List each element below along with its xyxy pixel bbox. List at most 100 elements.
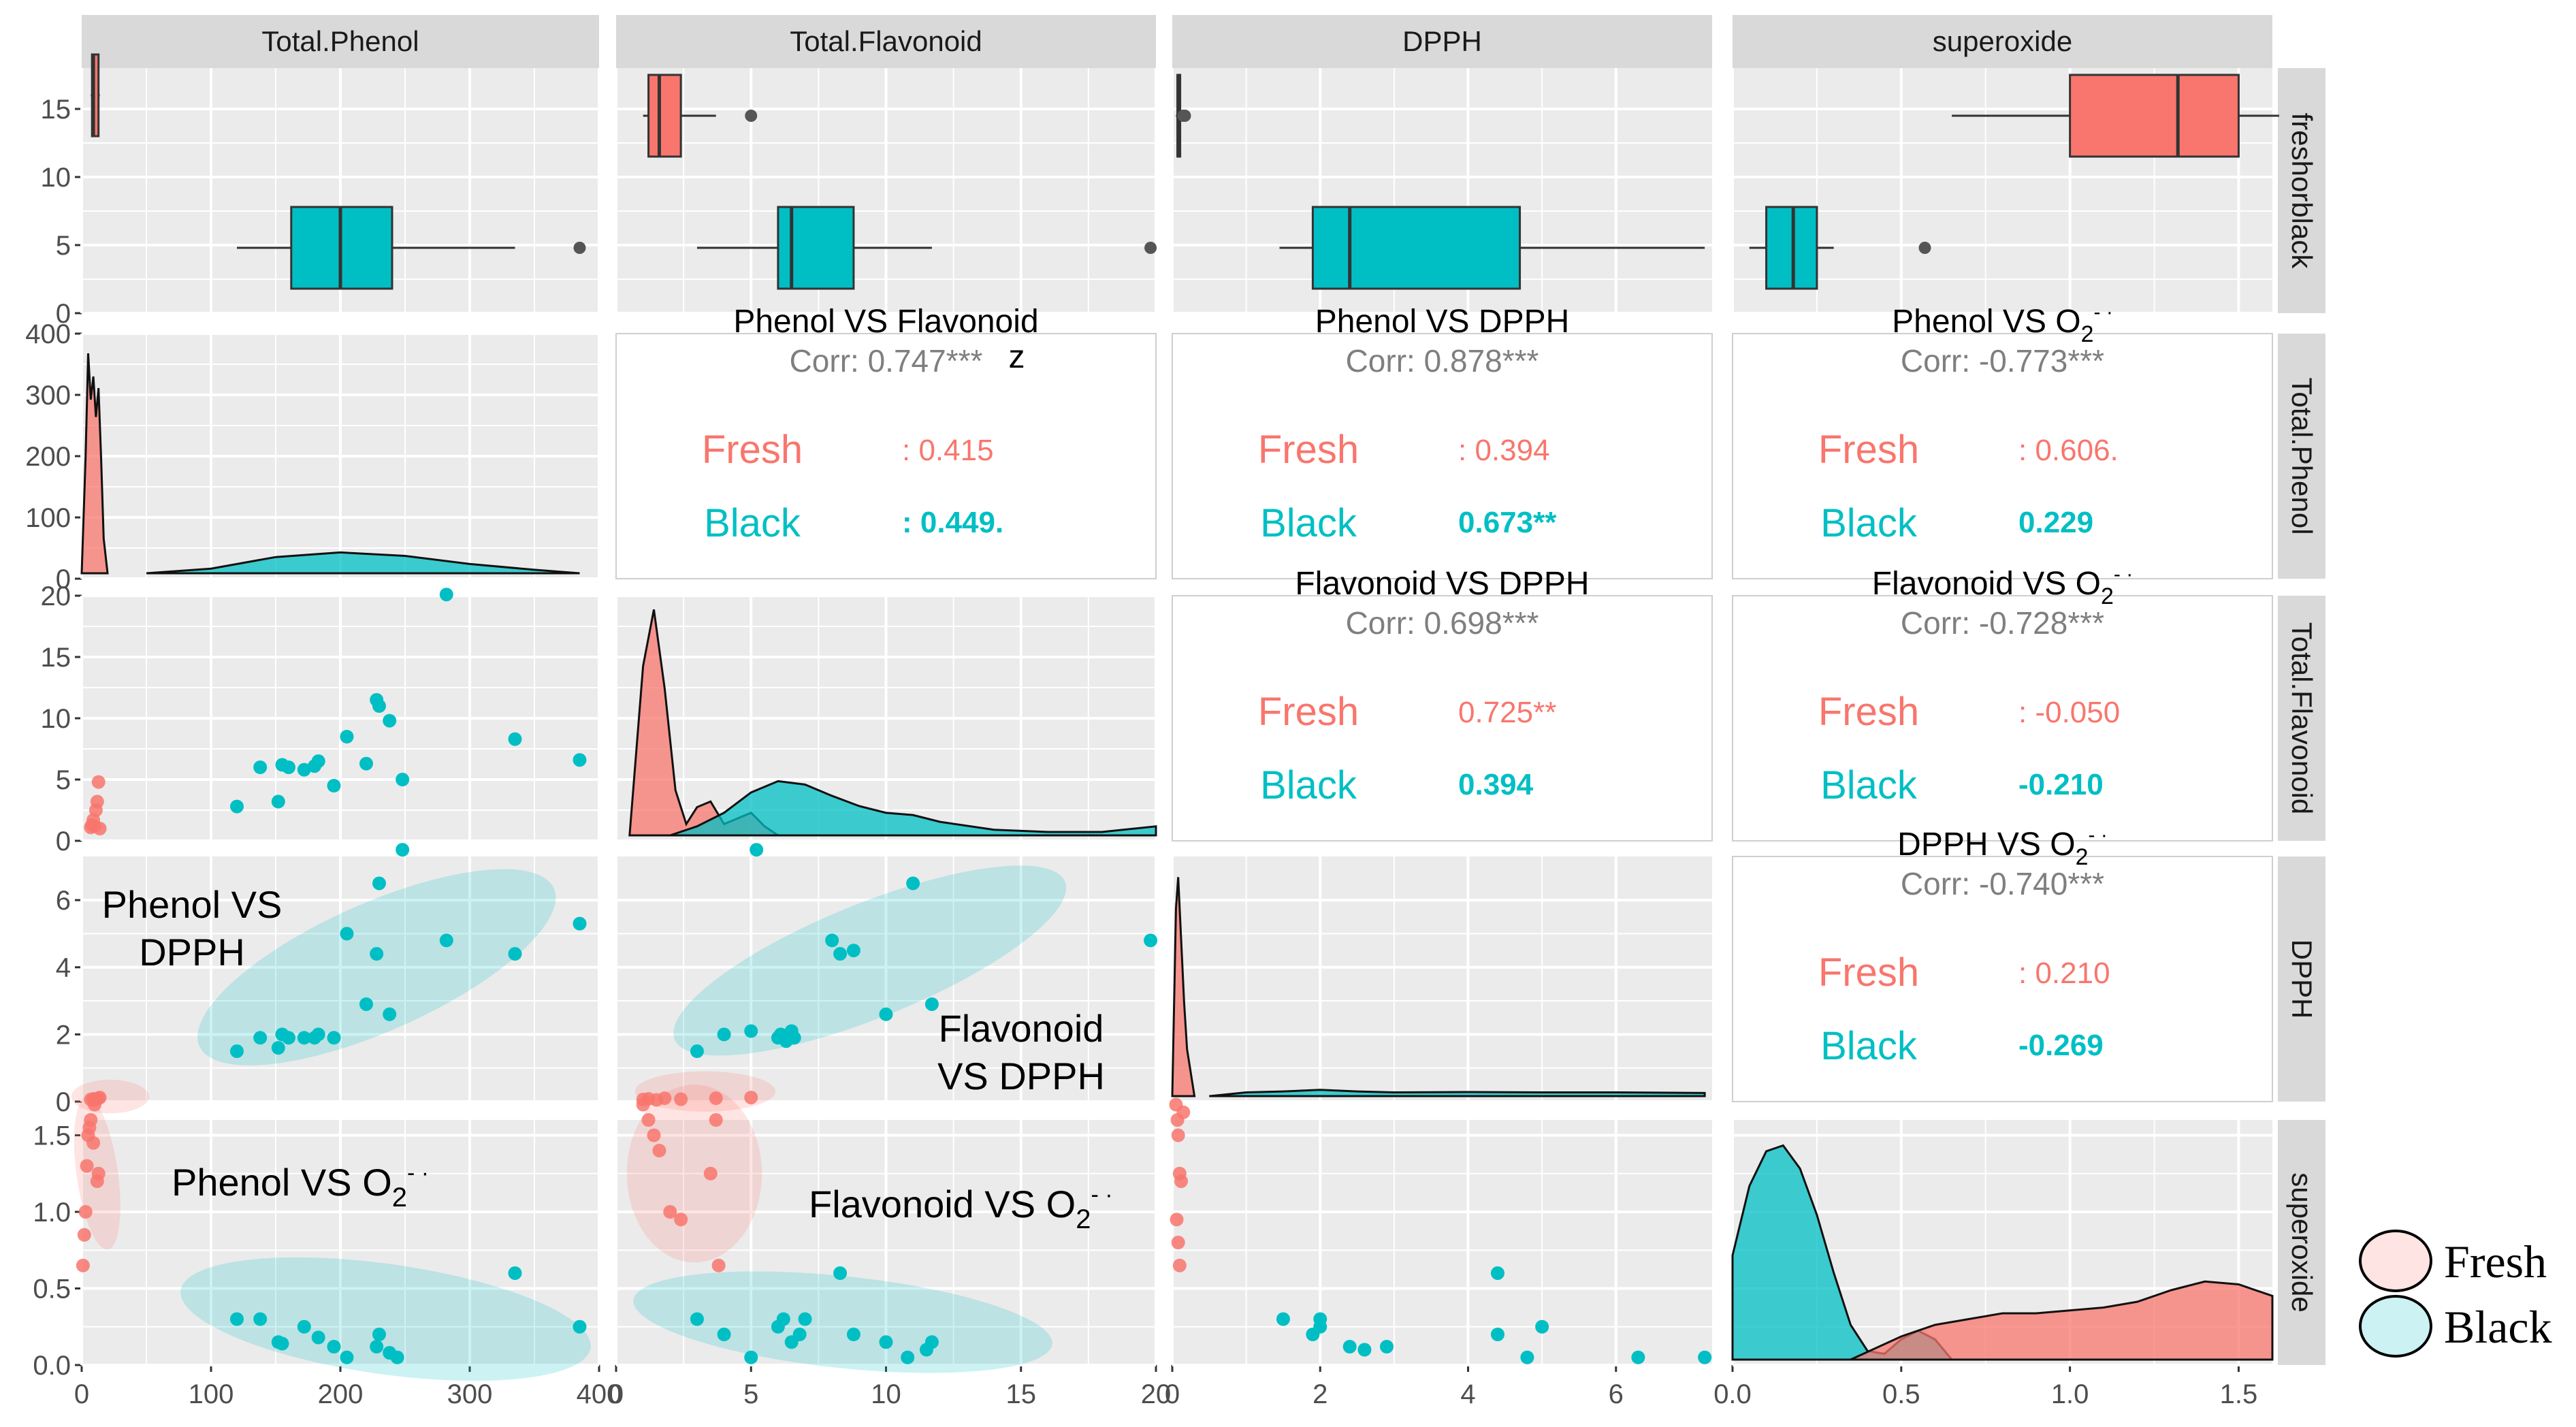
boxplot-fresh-superoxide [1952, 74, 2279, 158]
scatter-point-black [311, 1027, 325, 1042]
corr-black-value: -0.269 [2018, 1029, 2104, 1062]
scatter-point-fresh [641, 1113, 656, 1127]
scatter-point-black [833, 1266, 848, 1280]
scatter-point-black [879, 1335, 893, 1349]
x-tick-label: 0.5 [1882, 1379, 1920, 1409]
corr-black-value: -0.210 [2018, 768, 2104, 801]
corr-fresh-label: Fresh [1818, 428, 1919, 472]
row-strip-label: superoxide [2286, 1172, 2318, 1312]
scatter-point-black [383, 1007, 397, 1021]
scatter-point-black [230, 1312, 244, 1326]
panel-Total.Flavonoid-vs-Total.Phenol [80, 594, 600, 842]
scatter-point-black [327, 1031, 341, 1045]
scatter-point-black [1520, 1350, 1534, 1364]
x-tick-label: 1.5 [2220, 1379, 2258, 1409]
scatter-point-black [573, 916, 587, 931]
scatter-point-black [508, 947, 522, 961]
scatter-point-fresh [703, 1166, 718, 1181]
scatter-point-black [383, 714, 397, 728]
annotation-phenol-dpph: Phenol VS [102, 883, 283, 926]
scatter-point-black [1698, 1350, 1712, 1364]
scatter-point-black [340, 927, 354, 941]
panel-superoxide-vs-Total.Phenol [80, 1120, 600, 1366]
scatter-point-black [776, 1312, 790, 1326]
ellipse-black [197, 869, 556, 1065]
annotation-superscript: - · [1091, 1182, 1112, 1208]
scatter-point-fresh [78, 1205, 93, 1219]
y-tick-label: 6 [56, 886, 71, 916]
scatter-point-fresh [93, 822, 107, 835]
scatter-point-black [253, 1312, 268, 1326]
density-black-Total.Phenol [146, 551, 580, 575]
boxplot-box [777, 206, 855, 290]
scatter-point-black [253, 1031, 268, 1045]
scatter-point-black [750, 843, 764, 857]
annotation-main: Flavonoid VS O [809, 1183, 1076, 1225]
panel-freshorblack-vs-Total.Flavonoid [615, 68, 1157, 315]
corr-title-subscript: 2 [2081, 321, 2094, 347]
column-strip [1172, 15, 1712, 68]
y-tick-label: 15 [41, 95, 71, 125]
scatter-point-black [924, 997, 939, 1011]
scatter-point-fresh [652, 1144, 666, 1157]
corr-panel-background [1172, 595, 1713, 841]
panel-DPPH-vs-superoxide [1732, 856, 2273, 1102]
corr-black-label: Black [1820, 1024, 1918, 1068]
scatter-point-black [1313, 1312, 1327, 1326]
scatter-point-black [717, 1328, 731, 1341]
scatter-point-fresh [80, 1159, 94, 1173]
scatter-point-black [230, 799, 244, 814]
corr-fresh-label: Fresh [1258, 428, 1359, 472]
scatter-point-black [253, 760, 268, 774]
scatter-point-black [327, 779, 341, 792]
corr-black-value: : 0.449. [902, 506, 1003, 539]
scatter-point-black [508, 1266, 522, 1280]
corr-value: Corr: 0.878*** [1346, 343, 1539, 379]
boxplot-fresh-DPPH [1176, 74, 1191, 158]
legend-label-fresh: Fresh [2444, 1236, 2547, 1287]
annotation-flavonoid-dpph: VS DPPH [937, 1055, 1105, 1097]
y-tick-label: 10 [41, 704, 71, 734]
scatter-point-black [327, 1340, 341, 1353]
corr-extra-mark: z [1009, 339, 1025, 375]
scatter-point-black [846, 1328, 860, 1341]
corr-fresh-label: Fresh [702, 428, 803, 472]
scatter-point-black [359, 756, 373, 771]
scatter-point-fresh [86, 1136, 101, 1150]
y-tick-label: 2 [56, 1020, 71, 1050]
boxplot-box [1311, 206, 1522, 290]
scatter-point-fresh [744, 1091, 758, 1105]
corr-fresh-label: Fresh [1818, 950, 1919, 995]
scatter-point-fresh [658, 1091, 672, 1106]
scatter-point-fresh [709, 1091, 723, 1106]
y-tick-label: 5 [56, 231, 71, 261]
boxplot-outlier [573, 242, 586, 254]
annotation-phenol-o2: Phenol VS O2- · [172, 1160, 429, 1213]
density-black-Total.Flavonoid [669, 780, 1157, 837]
corr-panel-dpph-superoxide: DPPH VS O2- ·Corr: -0.740***Fresh: 0.210… [1818, 824, 2110, 1068]
density-black-DPPH [1209, 1089, 1706, 1097]
panel-Total.Phenol-vs-Total.Flavonoid [615, 333, 1157, 579]
x-tick-label: 4 [1460, 1379, 1475, 1409]
panel-Total.Flavonoid-vs-superoxide [1732, 595, 2273, 841]
scatter-point-black [282, 1031, 295, 1045]
y-tick-label: 1.5 [33, 1121, 71, 1151]
x-tick-label: 2 [1313, 1379, 1327, 1409]
scatter-point-black [439, 588, 453, 602]
scatter-point-black [1490, 1266, 1504, 1280]
scatter-point-black [1342, 1340, 1357, 1353]
scatter-point-fresh [1174, 1174, 1189, 1188]
x-tick-label: 400 [577, 1379, 622, 1409]
corr-fresh-value: : 0.415 [902, 434, 994, 467]
scatter-point-black [282, 760, 295, 774]
legend-key-black [2359, 1295, 2432, 1358]
corr-title: Phenol VS Flavonoid [733, 304, 1038, 340]
corr-black-label: Black [1820, 501, 1918, 545]
x-tick-label: 0.0 [1713, 1379, 1752, 1409]
panel-Total.Phenol-vs-superoxide [1732, 333, 2273, 579]
annotation-subscript: 2 [392, 1183, 407, 1213]
annotation-flavonoid-dpph: Flavonoid [939, 1007, 1104, 1050]
